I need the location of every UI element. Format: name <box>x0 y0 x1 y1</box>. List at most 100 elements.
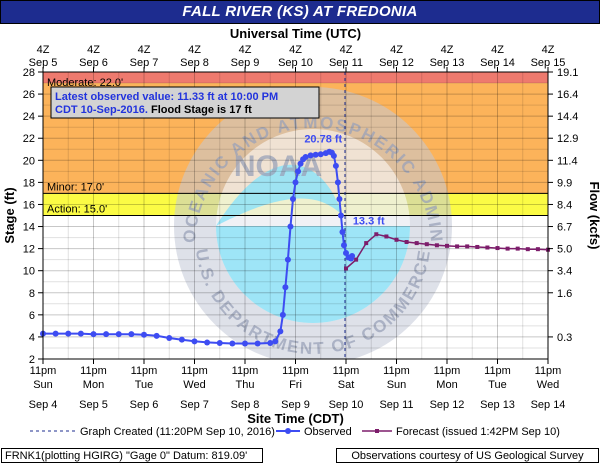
bottom-tick-date: Sep 9 <box>281 399 310 411</box>
bottom-tick-date: Sep 6 <box>130 399 159 411</box>
bottom-tick-date: Sep 8 <box>231 399 260 411</box>
y-tick-label: 26 <box>23 89 35 101</box>
bottom-tick-weekday: Mon <box>436 379 457 391</box>
top-tick-time: 4Z <box>289 44 302 56</box>
observed-point <box>289 195 296 202</box>
top-tick-date: Sep 5 <box>29 57 58 69</box>
bottom-tick-time: 11pm <box>434 365 461 377</box>
bottom-tick-date: Sep 7 <box>180 399 209 411</box>
observed-point <box>317 151 324 158</box>
y-tick-label: 24 <box>23 111 35 123</box>
legend-forecast-label: Forecast (issued 1:42PM Sep 10) <box>396 426 560 438</box>
credit-footer: Observations courtesy of US Geological S… <box>336 448 599 463</box>
observed-point <box>204 339 211 346</box>
y2-tick-label: 1.6 <box>557 288 572 300</box>
top-tick-date: Sep 12 <box>379 57 414 69</box>
forecast-point <box>445 243 449 248</box>
bottom-tick-date: Sep 4 <box>29 399 58 411</box>
observed-point <box>312 151 319 158</box>
observed-series <box>40 148 356 347</box>
top-tick-time: 4Z <box>491 44 504 56</box>
observed-point <box>128 331 135 338</box>
bottom-tick-weekday: Mon <box>83 379 104 391</box>
forecast-point <box>354 257 359 262</box>
bottom-tick-time: 11pm <box>383 365 410 377</box>
forecast-point <box>434 243 439 248</box>
observed-point <box>216 339 223 346</box>
minor-stage-label: Minor: 17.0' <box>47 181 104 193</box>
observed-point <box>292 179 299 186</box>
top-tick-date: Sep 7 <box>130 57 159 69</box>
observed-point <box>282 284 289 291</box>
title-banner: FALL RIVER (KS) AT FREDONIA <box>0 0 600 24</box>
y2-tick-label: 5.0 <box>557 244 572 256</box>
bottom-tick-date: Sep 12 <box>430 399 465 411</box>
observed-point <box>349 253 356 260</box>
forecast-point <box>525 247 530 252</box>
observed-point <box>191 338 198 345</box>
moderate-stage-label: Moderate: 22.0' <box>47 77 123 89</box>
y-tick-label: 18 <box>23 177 35 189</box>
observed-point <box>343 250 349 257</box>
y-tick-label: 6 <box>29 310 35 322</box>
observed-point <box>336 195 343 202</box>
y-tick-label: 28 <box>23 67 35 79</box>
legend: Graph Created (11:20PM Sep 10, 2016) Obse… <box>30 426 560 438</box>
y-tick-label: 14 <box>23 222 35 234</box>
legend-forecast-marker <box>375 429 379 433</box>
bottom-tick-weekday: Sun <box>33 379 53 391</box>
observed-point <box>330 152 337 159</box>
observed-point <box>279 311 286 318</box>
observed-point <box>295 168 302 175</box>
observed-point <box>277 328 284 335</box>
observed-point <box>229 340 236 347</box>
bottom-tick-date: Sep 5 <box>79 399 108 411</box>
observed-point <box>340 242 347 249</box>
bottom-tick-time: 11pm <box>30 365 57 377</box>
y2-tick-label: 3.4 <box>557 266 572 278</box>
forecast-point <box>505 246 510 251</box>
forecast-point <box>475 244 480 249</box>
y2-tick-label: 0.3 <box>557 332 572 344</box>
y2-tick-label: 6.7 <box>557 222 572 234</box>
peak-forecast-label: 13.3 ft <box>353 215 385 227</box>
y2-tick-label: 14.4 <box>557 111 578 123</box>
bottom-tick-date: Sep 14 <box>531 399 566 411</box>
top-tick-date: Sep 10 <box>278 57 313 69</box>
y-tick-label: 10 <box>23 266 35 278</box>
y2-tick-label: 19.1 <box>557 67 578 79</box>
observed-point <box>254 340 261 347</box>
bottom-tick-weekday: Sat <box>338 379 355 391</box>
datum-footer: FRNK1(plotting HGIRG) "Gage 0" Datum: 81… <box>1 448 263 463</box>
observed-point <box>307 152 314 159</box>
top-tick-date: Sep 15 <box>531 57 566 69</box>
forecast-point <box>515 246 520 251</box>
bottom-tick-weekday: Fri <box>289 379 302 391</box>
observed-point <box>337 212 344 219</box>
top-tick-date: Sep 8 <box>180 57 209 69</box>
chart-title: FALL RIVER (KS) AT FREDONIA <box>182 3 418 20</box>
observed-point <box>90 331 97 338</box>
observed-point <box>103 331 110 338</box>
latest-observed-box: Latest observed value: 11.33 ft at 10:00… <box>50 86 320 119</box>
peak-observed-label: 20.78 ft <box>304 134 342 146</box>
x-axis-title: Site Time (CDT) <box>247 411 344 426</box>
bottom-tick-date: Sep 11 <box>379 399 413 411</box>
y2-tick-label: 16.4 <box>557 89 578 101</box>
observed-point <box>334 179 341 186</box>
observed-point <box>65 330 72 337</box>
action-stage-label: Action: 15.0' <box>47 204 107 216</box>
info-box-frame <box>50 86 320 119</box>
observed-point <box>77 330 84 337</box>
legend-observed-label: Observed <box>304 426 352 438</box>
top-tick-time: 4Z <box>441 44 454 56</box>
observed-point <box>287 223 294 230</box>
forecast-point <box>485 245 490 250</box>
top-tick-time: 4Z <box>188 44 201 56</box>
observed-point <box>153 332 160 339</box>
observed-point <box>52 330 59 337</box>
info-line-2: CDT 10-Sep-2016. Flood Stage is 17 ft <box>55 104 252 116</box>
legend-observed-marker <box>285 428 291 434</box>
